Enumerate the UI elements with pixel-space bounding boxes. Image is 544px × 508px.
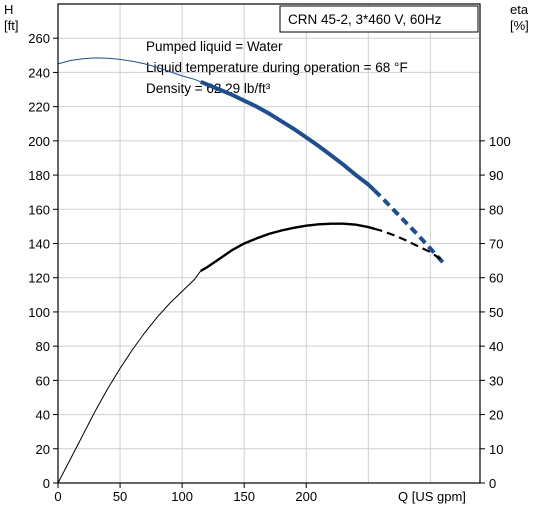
right-tick-label-10: 10: [489, 442, 503, 457]
head-curve-main: [199, 79, 376, 192]
left-tick-label-60: 60: [36, 373, 50, 388]
left-tick-label-40: 40: [36, 408, 50, 423]
left-tick-label-20: 20: [36, 442, 50, 457]
right-tick-label-30: 30: [489, 373, 503, 388]
right-tick-label-40: 40: [489, 339, 503, 354]
right-axis-symbol: eta: [510, 2, 529, 17]
x-tick-label-0: 0: [54, 489, 61, 504]
head-curve-thin: [57, 57, 201, 83]
left-tick-label-220: 220: [28, 100, 50, 115]
grid: [58, 4, 480, 483]
left-axis-unit: [ft]: [4, 18, 18, 33]
efficiency-curve-thin: [57, 270, 202, 484]
x-tick-label-100: 100: [171, 489, 193, 504]
left-tick-label-80: 80: [36, 339, 50, 354]
left-tick-label-160: 160: [28, 202, 50, 217]
left-tick-label-140: 140: [28, 237, 50, 252]
right-axis-unit: [%]: [510, 18, 529, 33]
right-tick-label-100: 100: [489, 134, 511, 149]
title-box-text: CRN 45-2, 3*460 V, 60Hz: [288, 12, 442, 27]
right-tick-label-60: 60: [489, 271, 503, 286]
right-tick-label-20: 20: [489, 408, 503, 423]
left-tick-label-200: 200: [28, 134, 50, 149]
efficiency-curve-dashed: [374, 227, 444, 262]
curves: [57, 57, 445, 484]
annotation-density: Density = 62.29 lb/ft³: [146, 81, 271, 96]
x-tick-label-200: 200: [295, 489, 317, 504]
head-curve-dashed: [373, 189, 445, 264]
x-tick-label-150: 150: [233, 489, 255, 504]
x-tick-label-50: 50: [113, 489, 127, 504]
annotation-liquid-temperature: Liquid temperature during operation = 68…: [146, 60, 408, 75]
left-tick-label-260: 260: [28, 31, 50, 46]
annotation-pumped-liquid: Pumped liquid = Water: [146, 39, 283, 54]
left-tick-label-100: 100: [28, 305, 50, 320]
x-axis-label: Q [US gpm]: [398, 489, 466, 504]
plot-frame: [57, 3, 481, 484]
title-box: [279, 5, 479, 33]
efficiency-curve-main: [200, 222, 375, 272]
right-tick-label-90: 90: [489, 168, 503, 183]
axis-ticks: 0204060801001201401601802002202402600102…: [28, 31, 510, 504]
left-tick-label-180: 180: [28, 168, 50, 183]
left-tick-label-120: 120: [28, 271, 50, 286]
right-tick-label-80: 80: [489, 202, 503, 217]
right-tick-label-50: 50: [489, 305, 503, 320]
left-axis-symbol: H: [4, 2, 13, 17]
right-tick-label-0: 0: [489, 476, 496, 491]
left-tick-label-240: 240: [28, 65, 50, 80]
right-tick-label-70: 70: [489, 237, 503, 252]
left-tick-label-0: 0: [43, 476, 50, 491]
